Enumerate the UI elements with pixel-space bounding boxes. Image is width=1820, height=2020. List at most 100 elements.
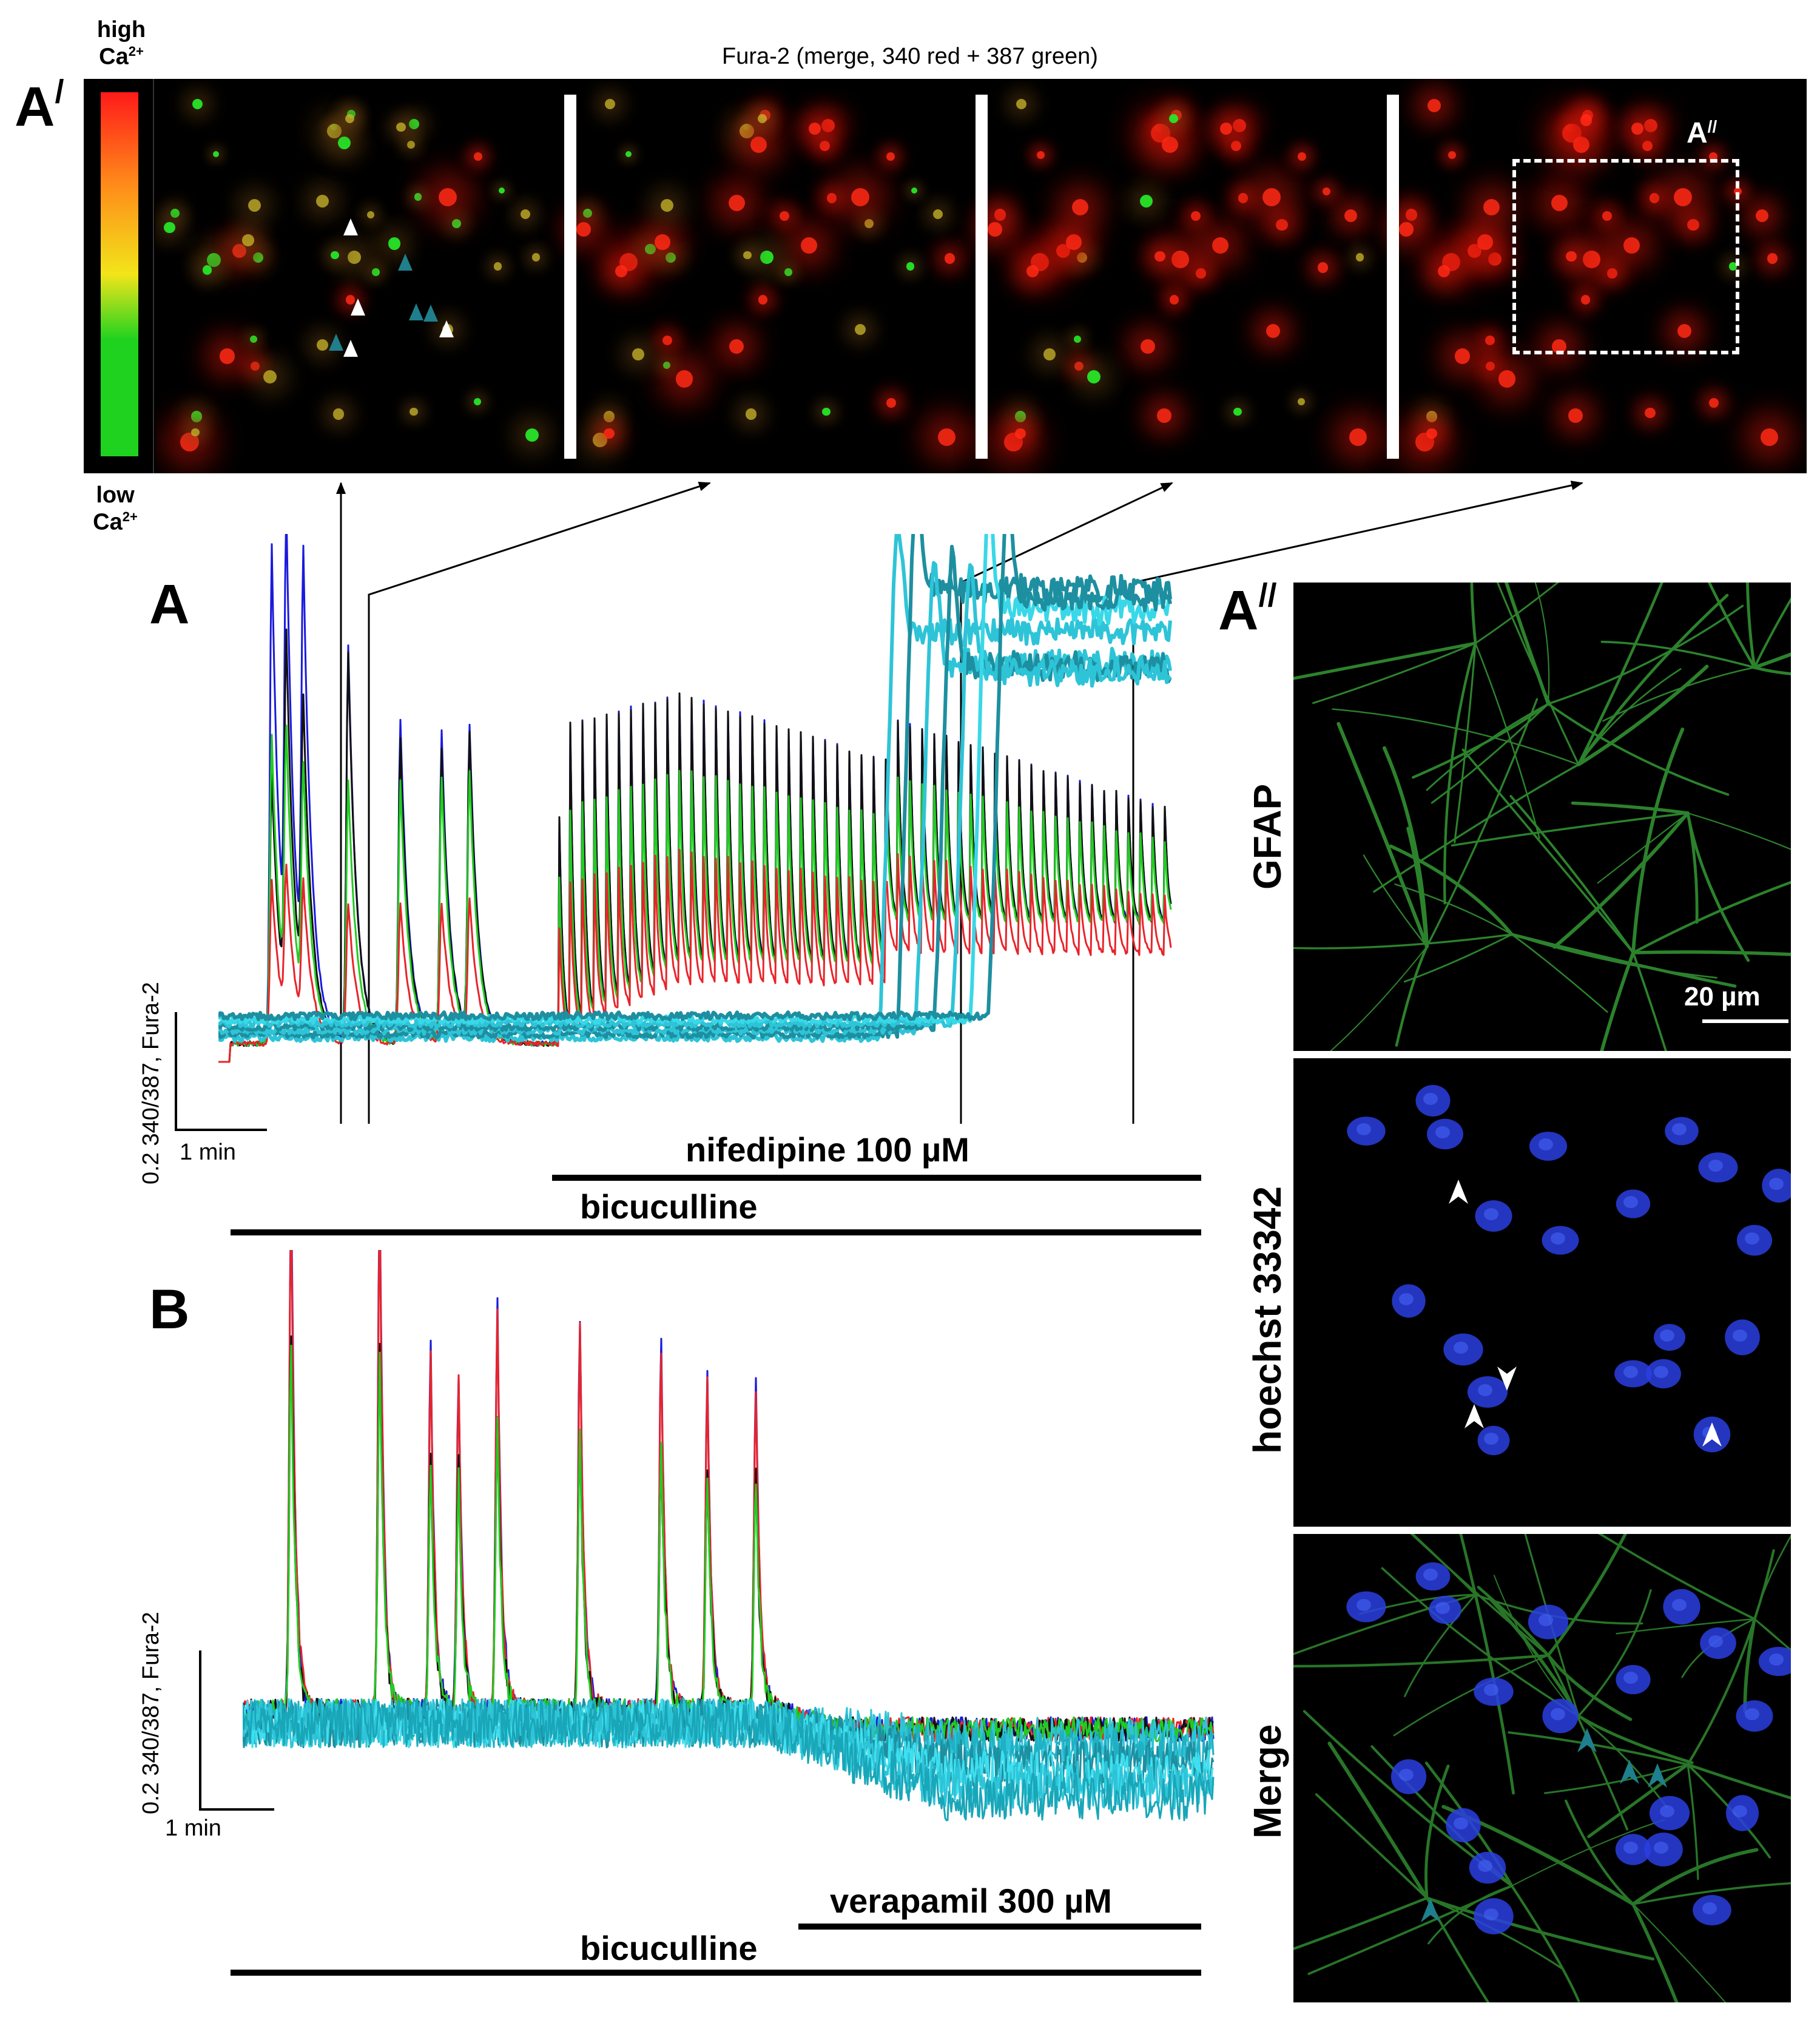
fura2-cell xyxy=(1230,140,1241,151)
fura2-cell xyxy=(662,336,672,346)
inset-box xyxy=(1512,159,1739,354)
fura2-cell xyxy=(576,221,591,237)
fura2-cell xyxy=(1729,262,1737,271)
fura2-cell xyxy=(1171,251,1189,268)
fura2-cell xyxy=(248,198,261,212)
fura2-cell xyxy=(593,433,607,448)
fura2-cell xyxy=(819,140,830,151)
verapamil-label: verapamil 300 µM xyxy=(830,1882,1112,1920)
panel-letter-a2-prime: // xyxy=(1258,577,1277,613)
panel-letter-text: A xyxy=(15,76,55,138)
fura2-cell xyxy=(938,428,956,446)
fura2-cell xyxy=(1643,118,1657,132)
verapamil-bar xyxy=(798,1924,1201,1930)
trace-neuron-black xyxy=(218,628,1172,1063)
fura2-cell xyxy=(821,118,835,132)
fura2-cell xyxy=(1266,324,1281,339)
trace-glia-5 xyxy=(218,534,1172,1025)
fura2-cell xyxy=(994,209,1006,221)
fura2-cell xyxy=(864,219,874,228)
fura2-cell xyxy=(232,243,247,258)
scale-bar-a-horizontal xyxy=(175,1129,267,1131)
colorbar-high-label: high Ca2+ xyxy=(79,17,164,70)
bicuculline-label-b: bicuculline xyxy=(580,1929,758,1967)
fura2-cell xyxy=(1405,209,1418,221)
teal-arrows xyxy=(1421,1728,1667,1922)
gfap-processes xyxy=(1293,583,1791,1051)
colorbar-high-sup: 2+ xyxy=(128,43,144,59)
fura2-cell xyxy=(219,348,235,364)
trace-b-neuron-green xyxy=(243,1345,1215,1743)
fura2-cell xyxy=(372,268,380,276)
fura2-cell xyxy=(855,324,866,335)
fura2-cell xyxy=(1015,428,1026,439)
fura2-cell xyxy=(212,150,219,157)
inset-label-prime: // xyxy=(1707,117,1717,136)
fura2-cell xyxy=(1572,137,1590,154)
fura2-cell xyxy=(933,209,943,220)
fura2-cell xyxy=(191,428,200,437)
fura2-cell xyxy=(728,194,745,211)
fura2-cell xyxy=(729,339,744,354)
fura2-cell xyxy=(1196,268,1206,279)
scale-bar-b-vertical xyxy=(199,1650,201,1811)
trace-glia-6 xyxy=(218,534,1172,1021)
fura2-cell xyxy=(1344,209,1358,222)
fura2-cell xyxy=(253,252,264,263)
fura2-cell xyxy=(645,243,656,255)
fura2-cell xyxy=(945,253,956,264)
fura2-cell xyxy=(1448,150,1456,159)
colorbar-divider xyxy=(153,79,154,473)
scale-b-x-label: 1 min xyxy=(165,1816,221,1841)
fura2-cell xyxy=(1580,114,1592,126)
fura2-cell xyxy=(525,428,539,442)
bicuculline-label-a: bicuculline xyxy=(580,1187,758,1226)
fura2-cell xyxy=(345,114,354,124)
fura2-image-strip: A// xyxy=(84,79,1807,473)
fura2-cell xyxy=(1427,98,1441,113)
fura2-cell xyxy=(1551,194,1568,211)
cell-field xyxy=(155,79,1807,473)
fura2-cell xyxy=(582,209,592,218)
fura2-cell xyxy=(1318,262,1329,273)
nifedipine-label: nifedipine 100 µM xyxy=(686,1130,969,1169)
fura2-cell xyxy=(1212,237,1228,254)
fura2-cell xyxy=(250,361,260,371)
fura2-cell xyxy=(1043,348,1056,360)
fura2-cell xyxy=(1298,397,1306,405)
fura2-cell xyxy=(1056,243,1071,258)
fura2-cell xyxy=(1485,336,1495,346)
fura2-cell xyxy=(1602,211,1612,221)
fura2-cell xyxy=(1140,339,1156,354)
fura2-cell xyxy=(750,137,767,154)
fura2-cell xyxy=(337,137,351,150)
inset-label: A// xyxy=(1687,117,1717,150)
fura2-cell xyxy=(1238,193,1248,203)
frame-divider-2 xyxy=(976,95,988,459)
fura2-cell xyxy=(1276,219,1288,231)
fura2-cell xyxy=(1568,408,1583,424)
fura2-cell xyxy=(1322,187,1331,196)
colorbar-high-text: high xyxy=(96,17,146,42)
colorbar-low-text: low xyxy=(96,482,135,508)
fura2-cell xyxy=(202,265,212,275)
fura2-cell xyxy=(604,428,615,439)
fura2-cell xyxy=(988,221,1002,237)
fura2-cell xyxy=(1607,268,1617,279)
trace-glia-1 xyxy=(218,534,1172,1039)
fura2-cell xyxy=(1454,348,1471,364)
fura2-cell xyxy=(1485,361,1495,371)
fura2-cell xyxy=(911,187,917,194)
fura2-cell xyxy=(1016,98,1027,110)
fura2-cell xyxy=(1477,234,1493,250)
fura2-cell xyxy=(1709,397,1719,408)
fura2-cell xyxy=(822,407,831,416)
fura2-cell xyxy=(655,234,670,250)
fura2-cell xyxy=(1233,407,1242,416)
fura2-cell xyxy=(263,370,277,383)
fura2-cell xyxy=(1687,219,1699,231)
nuclei xyxy=(1347,1085,1791,1456)
scale-bar-20um xyxy=(1702,1019,1788,1023)
fura2-cell xyxy=(604,98,616,110)
fura2-cell xyxy=(332,408,345,420)
